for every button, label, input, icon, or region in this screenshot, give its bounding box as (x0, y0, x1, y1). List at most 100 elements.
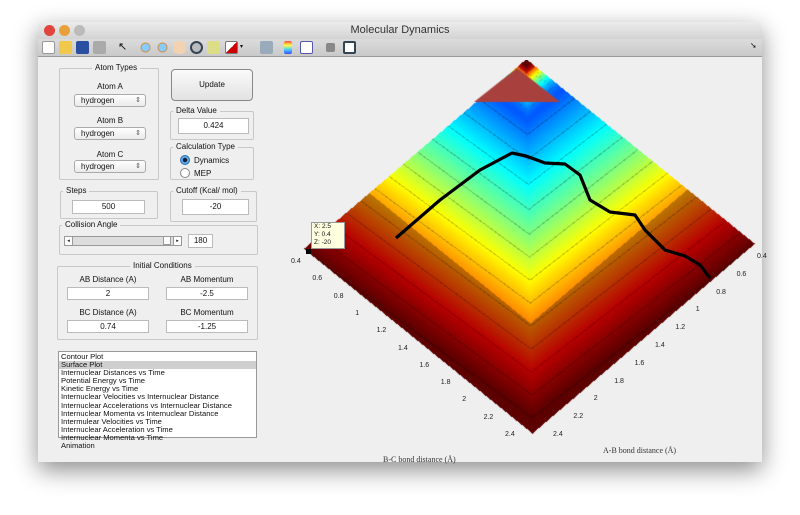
datatip-y: Y: 0.4 (314, 231, 331, 238)
minimize-window-button[interactable] (59, 25, 70, 36)
datatip-x: X: 2.5 (314, 223, 331, 230)
bc-tick: 1.4 (398, 344, 408, 352)
rotate-3d-icon[interactable] (190, 41, 203, 54)
calculation-type-group: Calculation Type (170, 142, 254, 180)
print-figure-icon[interactable] (260, 41, 273, 54)
hide-plot-tools-icon[interactable] (326, 43, 335, 52)
pointer-icon[interactable]: ↖ (118, 41, 128, 53)
bc-momentum-label: BC Momentum (180, 308, 234, 317)
list-item[interactable]: Internuclear Momenta vs Time (61, 432, 164, 442)
atom-types-group: Atom Types (59, 63, 159, 180)
collision-angle-group: Collision Angle (59, 220, 258, 255)
delta-value-input[interactable]: 0.424 (178, 118, 249, 134)
atom-c-select[interactable]: hydrogen ⇕ (74, 160, 146, 173)
ab-tick: 1 (695, 306, 700, 314)
save-icon[interactable] (76, 41, 89, 54)
slider-left-arrow-icon[interactable]: ◂ (65, 237, 73, 245)
updown-arrow-icon: ⇕ (135, 130, 141, 137)
bc-tick: 1.8 (440, 379, 451, 387)
ab-tick: 1.2 (675, 324, 686, 332)
close-window-button[interactable] (44, 25, 55, 36)
pan-hand-icon[interactable] (173, 41, 186, 54)
atom-types-title: Atom Types (92, 63, 141, 72)
collision-angle-slider[interactable]: ◂ ▸ (64, 236, 182, 246)
plot-type-listbox[interactable]: Contour Plot Surface Plot Internuclear D… (58, 351, 257, 450)
data-cursor-icon[interactable] (207, 41, 220, 54)
datatip: X: 2.5 Y: 0.4 Z: -20 (311, 222, 345, 249)
figure-toolbar: ↖ ▾ ➘ (38, 39, 762, 57)
y-axis-label: B-C bond distance (Å) (383, 455, 456, 464)
bc-tick: 0.6 (312, 275, 323, 283)
list-item[interactable]: Internuclear Distances vs Time (61, 368, 165, 378)
delta-value-title: Delta Value (173, 106, 220, 115)
atom-b-select[interactable]: hydrogen ⇕ (74, 127, 146, 140)
list-item[interactable]: Internuclear Accelerations vs Internucle… (61, 400, 232, 410)
list-item-selected[interactable]: Surface Plot (59, 360, 256, 370)
dropdown-arrow-icon[interactable]: ▾ (240, 44, 244, 50)
zoom-window-button[interactable] (74, 25, 85, 36)
bc-tick: 2.2 (483, 413, 494, 421)
cutoff-input[interactable]: -20 (182, 199, 249, 215)
list-item[interactable]: Internuclear Momenta vs Internuclear Dis… (61, 408, 219, 418)
ab-tick: 0.8 (716, 288, 726, 296)
list-item[interactable]: Kinetic Energy vs Time (61, 384, 139, 394)
bc-distance-label: BC Distance (A) (79, 308, 137, 317)
zoom-in-icon[interactable] (139, 41, 152, 54)
atom-a-label: Atom A (97, 82, 123, 91)
ab-momentum-label: AB Momentum (180, 275, 234, 284)
brush-icon[interactable] (225, 41, 238, 54)
list-item[interactable]: Contour Plot (61, 352, 104, 361)
atom-a-select[interactable]: hydrogen ⇕ (74, 94, 146, 107)
update-button[interactable]: Update (171, 69, 253, 101)
steps-input[interactable]: 500 (72, 200, 145, 214)
updown-arrow-icon: ⇕ (135, 97, 141, 104)
legend-icon[interactable] (300, 41, 313, 54)
zoom-out-icon[interactable] (156, 41, 169, 54)
dock-icon[interactable]: ➘ (750, 41, 757, 50)
slider-thumb[interactable] (163, 237, 171, 245)
mep-radio[interactable] (180, 168, 190, 178)
bc-tick: 2 (462, 396, 467, 404)
bc-momentum-input[interactable]: -1.25 (166, 320, 248, 333)
ab-tick: 2.2 (573, 413, 584, 421)
mep-label: MEP (194, 169, 212, 178)
list-item[interactable]: Animation (61, 441, 95, 451)
ab-tick: 1.6 (634, 359, 645, 367)
ab-distance-label: AB Distance (A) (79, 275, 137, 284)
new-file-icon[interactable] (42, 41, 55, 54)
trajectory-line (394, 151, 712, 279)
surface-overlay (306, 151, 712, 279)
updown-arrow-icon: ⇕ (135, 163, 141, 170)
collision-angle-title: Collision Angle (62, 220, 121, 229)
atom-b-label: Atom B (96, 116, 124, 125)
bc-tick: 1.6 (419, 361, 430, 369)
ab-tick: 1.4 (655, 342, 665, 349)
list-item[interactable]: Potential Energy vs Time (61, 376, 145, 386)
list-item[interactable]: Internuclear Acceleration vs Time (61, 424, 173, 434)
calculation-type-title: Calculation Type (173, 142, 238, 151)
bc-tick: 0.4 (291, 258, 301, 265)
bc-distance-input[interactable]: 0.74 (67, 320, 149, 333)
cutoff-title: Cutoff (Kcal/ mol) (173, 186, 241, 195)
show-plot-tools-icon[interactable] (343, 41, 356, 54)
datatip-marker[interactable] (306, 249, 311, 254)
collision-angle-input[interactable]: 180 (188, 234, 213, 248)
bc-tick: 0.8 (333, 292, 344, 300)
slider-right-arrow-icon[interactable]: ▸ (173, 237, 181, 245)
ab-momentum-input[interactable]: -2.5 (166, 287, 248, 300)
ab-tick: 1.8 (614, 377, 624, 385)
dynamics-radio[interactable] (180, 155, 190, 165)
list-item[interactable]: Intermulear Velocities vs Time (61, 416, 162, 426)
colorbar-icon[interactable] (284, 41, 292, 54)
steps-title: Steps (63, 186, 90, 195)
open-folder-icon[interactable] (59, 41, 72, 54)
atom-b-value: hydrogen (81, 129, 115, 138)
ab-distance-input[interactable]: 2 (67, 287, 149, 300)
atom-a-value: hydrogen (81, 96, 115, 105)
dynamics-label: Dynamics (194, 156, 230, 165)
potential-energy-surface[interactable] (290, 60, 760, 440)
bc-tick: 1.2 (376, 327, 387, 335)
bc-tick: 1 (355, 309, 360, 317)
list-item[interactable]: Internuclear Velocities vs Internuclear … (61, 392, 219, 402)
print-icon[interactable] (93, 41, 106, 54)
